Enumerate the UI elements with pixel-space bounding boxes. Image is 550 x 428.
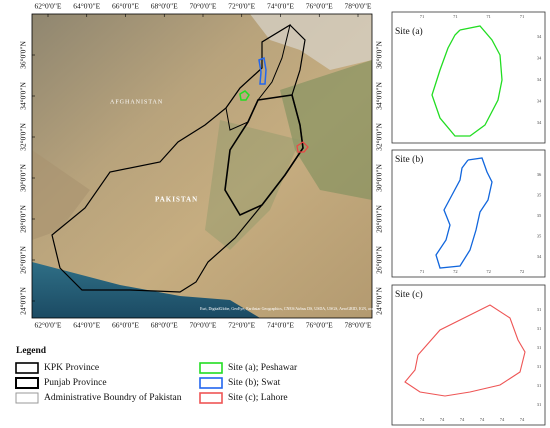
legend-label: Site (b); Swat: [228, 377, 281, 388]
lat-label: 26°0'0"N: [375, 246, 384, 274]
lon-label: 78°0'0"E: [345, 2, 372, 11]
inset-y-tick: 35: [537, 234, 542, 239]
lat-label: 30°0'0"N: [19, 164, 28, 192]
legend-swatch: [15, 377, 39, 389]
map-frame: [31, 13, 373, 319]
site-c-marker: [296, 141, 309, 153]
lat-label: 30°0'0"N: [375, 164, 384, 192]
legend-swatch: [199, 362, 223, 374]
lon-label: 78°0'0"E: [345, 321, 372, 330]
inset-x-tick: 71: [453, 14, 458, 19]
site-b-marker: [258, 56, 267, 85]
lat-label: 36°0'0"N: [375, 41, 384, 69]
inset-x-tick: 74: [440, 417, 445, 422]
inset-title: Site (c): [395, 289, 423, 300]
inset-title: Site (b): [395, 154, 423, 165]
lat-label: 34°0'0"N: [375, 82, 384, 110]
inset-x-tick: 71: [420, 14, 425, 19]
legend-swatch: [15, 392, 39, 404]
lat-label: 34°0'0"N: [19, 82, 28, 110]
lon-label: 62°0'0"E: [35, 2, 62, 11]
lon-label: 66°0'0"E: [112, 321, 139, 330]
inset-y-tick: 31: [537, 345, 542, 350]
punjab-boundary: [224, 94, 304, 217]
lon-label: 74°0'0"E: [267, 2, 294, 11]
lat-label: 32°0'0"N: [375, 123, 384, 151]
legend-swatch: [15, 362, 39, 374]
lon-label: 64°0'0"E: [73, 2, 100, 11]
site-b-shape: [435, 157, 493, 269]
inset-y-tick: 34: [537, 34, 542, 39]
legend-label: Site (a); Peshawar: [228, 362, 298, 373]
inset-x-tick: 74: [520, 417, 525, 422]
legend-label: Site (c); Lahore: [228, 392, 288, 403]
inset-x-tick: 71: [420, 269, 425, 274]
inset-y-tick: 35: [537, 213, 542, 218]
inset-x-tick: 71: [486, 14, 491, 19]
lon-label: 68°0'0"E: [151, 2, 178, 11]
lon-label: 66°0'0"E: [112, 2, 139, 11]
inset-y-tick: 31: [537, 326, 542, 331]
lon-label: 72°0'0"E: [228, 2, 255, 11]
attribution: Esri, DigitalGlobe, GeoEye, Earthstar Ge…: [200, 306, 416, 312]
lon-label: 62°0'0"E: [35, 321, 62, 330]
lat-label: 28°0'0"N: [19, 205, 28, 233]
inset-x-tick: 71: [520, 14, 525, 19]
inset-y-tick: 31: [537, 364, 542, 369]
basemap: [32, 14, 372, 318]
map-label: PAKISTAN: [155, 196, 198, 204]
legend-label: Punjab Province: [44, 378, 107, 388]
inset-y-tick: 34: [537, 77, 542, 82]
lon-label: 70°0'0"E: [190, 321, 217, 330]
inset-y-tick: 31: [537, 402, 542, 407]
inset-y-tick: 34: [537, 120, 542, 125]
lon-label: 70°0'0"E: [190, 2, 217, 11]
lat-label: 32°0'0"N: [19, 123, 28, 151]
lon-label: 68°0'0"E: [151, 321, 178, 330]
inset-y-tick: 34: [537, 254, 542, 259]
inset-y-tick: 34: [537, 99, 542, 104]
inset-y-tick: 31: [537, 383, 542, 388]
site-a-marker: [239, 90, 250, 101]
inset-x-tick: 74: [460, 417, 465, 422]
site-c-shape: [404, 304, 526, 397]
inset-frame: [391, 149, 546, 278]
map-label: AFGHANISTAN: [110, 99, 163, 105]
inset-x-tick: 72: [486, 269, 491, 274]
lat-label: 36°0'0"N: [19, 41, 28, 69]
inset-x-tick: 74: [500, 417, 505, 422]
lon-label: 72°0'0"E: [228, 321, 255, 330]
inset-x-tick: 72: [453, 269, 458, 274]
inset-y-tick: 35: [537, 193, 542, 198]
inset-y-tick: 31: [537, 307, 542, 312]
legend-swatch: [199, 377, 223, 389]
lon-label: 76°0'0"E: [306, 321, 333, 330]
inset-y-tick: 34: [537, 56, 542, 61]
lat-label: 24°0'0"N: [375, 287, 384, 315]
lon-label: 74°0'0"E: [267, 321, 294, 330]
legend-label: Administrative Boundry of Pakistan: [44, 392, 182, 403]
inset-x-tick: 74: [480, 417, 485, 422]
lat-label: 24°0'0"N: [19, 287, 28, 315]
inset-frame: [391, 284, 546, 426]
inset-x-tick: 72: [520, 269, 525, 274]
inset-x-tick: 74: [420, 417, 425, 422]
inset-y-tick: 36: [537, 172, 542, 177]
lat-label: 28°0'0"N: [375, 205, 384, 233]
lat-label: 26°0'0"N: [19, 246, 28, 274]
legend-label: KPK Province: [44, 363, 99, 373]
inset-frame: [391, 11, 546, 144]
legend-swatch: [199, 392, 223, 404]
site-a-shape: [431, 25, 503, 137]
insets: [391, 11, 546, 426]
inset-title: Site (a): [395, 26, 423, 37]
lon-label: 64°0'0"E: [73, 321, 100, 330]
legend-title: Legend: [16, 346, 47, 356]
lon-label: 76°0'0"E: [306, 2, 333, 11]
